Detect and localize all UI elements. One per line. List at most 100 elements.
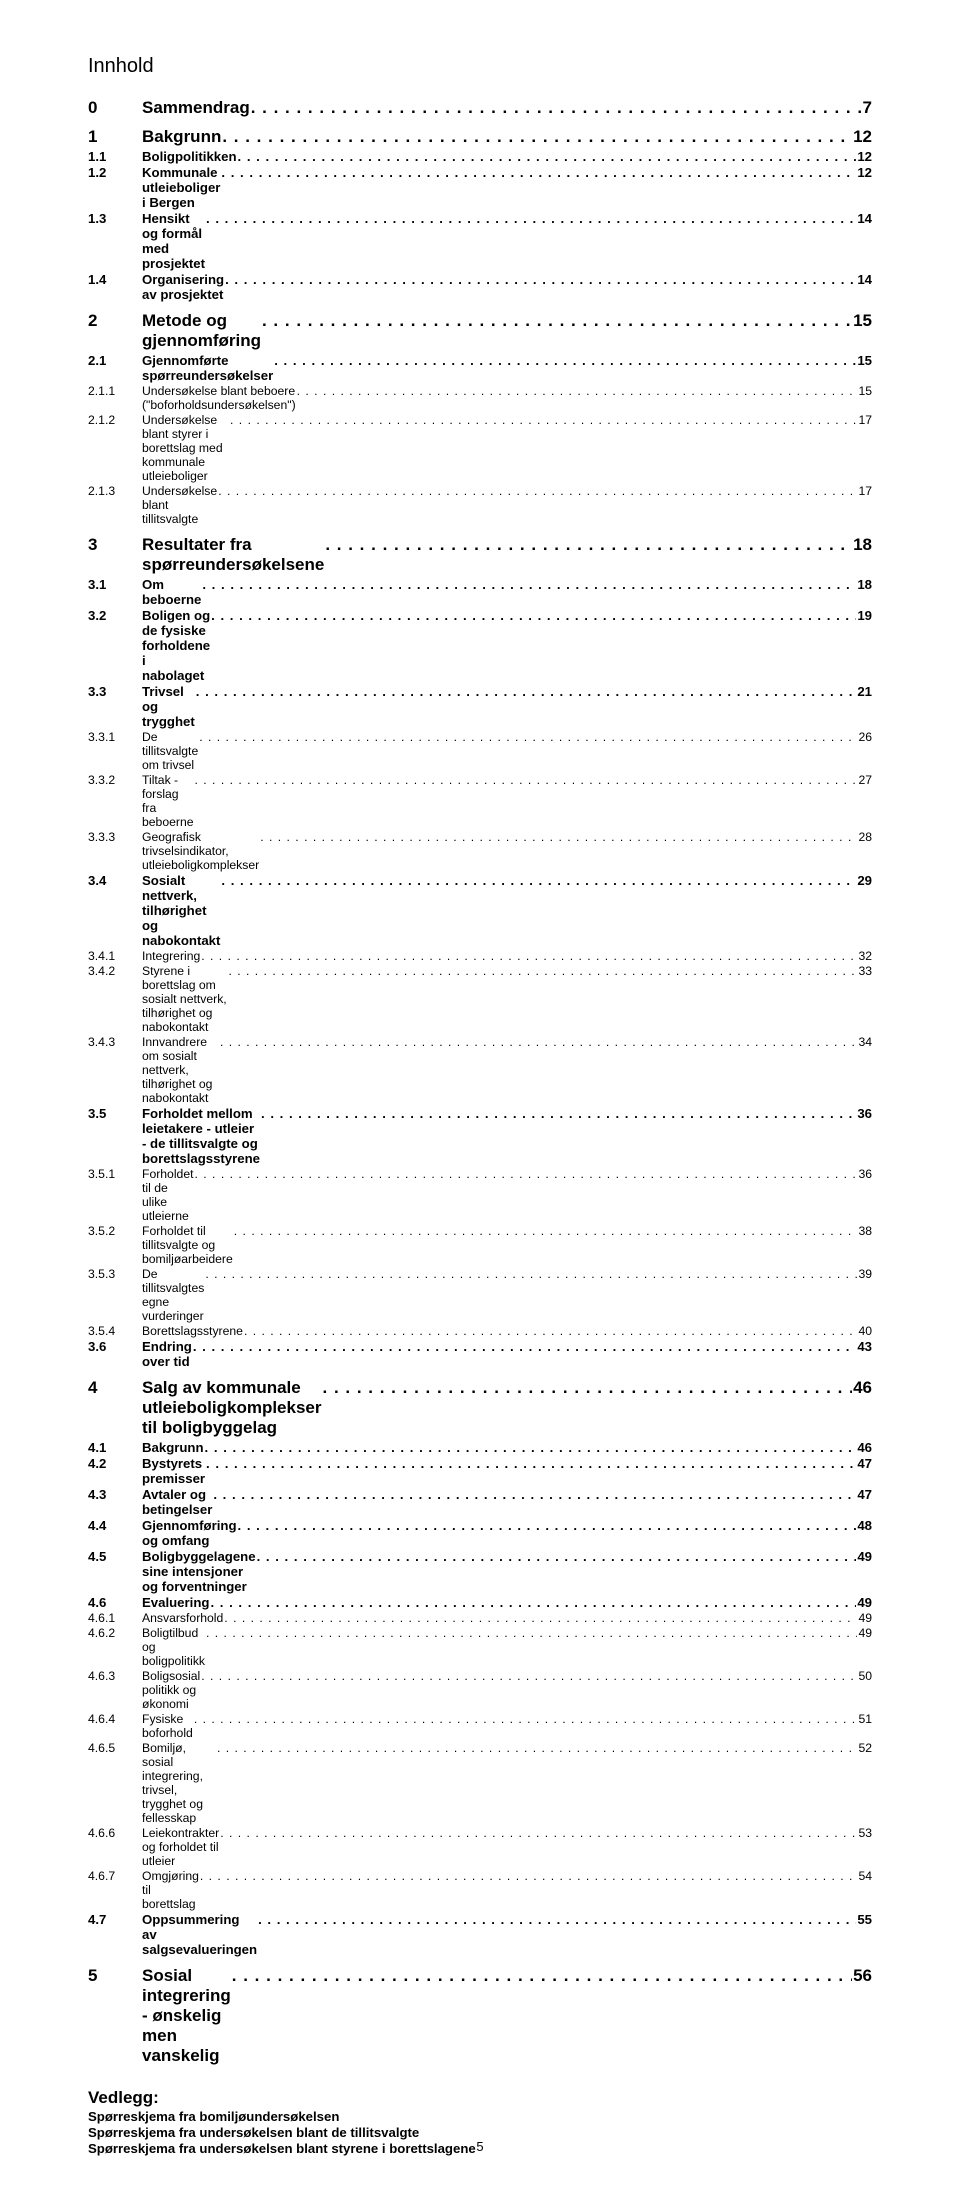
toc-leader-dots: . . . . . . . . . . . . . . . . . . . . …: [261, 1106, 856, 1121]
toc-number: 4.6.2: [88, 1626, 142, 1640]
toc-number: 3.4.1: [88, 949, 142, 963]
toc-leader-dots: . . . . . . . . . . . . . . . . . . . . …: [217, 1741, 857, 1755]
toc-title: Forholdet til de ulike utleierne: [142, 1167, 194, 1223]
toc-number: 3.4: [88, 873, 142, 888]
toc-page-number: 48: [857, 1518, 872, 1533]
toc-title: Sosial integrering - ønskelig men vanske…: [142, 1966, 231, 2066]
toc-leader-dots: . . . . . . . . . . . . . . . . . . . . …: [238, 149, 857, 164]
toc-entry: 3.2Boligen og de fysiske forholdene i na…: [88, 608, 872, 683]
toc-entry: 3Resultater fra spørreundersøkelsene. . …: [88, 535, 872, 575]
toc-page: Innhold 0Sammendrag. . . . . . . . . . .…: [0, 0, 960, 2196]
toc-entry: 5Sosial integrering - ønskelig men vansk…: [88, 1966, 872, 2066]
toc-entry: 2.1.1Undersøkelse blant beboere ("boforh…: [88, 384, 872, 412]
toc-number: 4.5: [88, 1549, 142, 1564]
toc-title: Leiekontrakter og forholdet til utleier: [142, 1826, 219, 1868]
toc-entry: 3.5.2Forholdet til tillitsvalgte og bomi…: [88, 1224, 872, 1266]
toc-title: Sosialt nettverk, tilhørighet og nabokon…: [142, 873, 220, 948]
toc-title: De tillitsvalgte om trivsel: [142, 730, 198, 772]
toc-page-number: 17: [858, 484, 872, 498]
toc-title: Bakgrunn: [142, 1440, 204, 1455]
toc-title: Boligtilbud og boligpolitikk: [142, 1626, 205, 1668]
toc-page-number: 56: [853, 1966, 872, 1986]
toc-leader-dots: . . . . . . . . . . . . . . . . . . . . …: [194, 1712, 858, 1726]
page-title: Innhold: [88, 55, 872, 78]
toc-leader-dots: . . . . . . . . . . . . . . . . . . . . …: [200, 1869, 858, 1883]
toc-title: Boligbyggelagene sine intensjoner og for…: [142, 1549, 256, 1594]
toc-number: 3.5.2: [88, 1224, 142, 1238]
toc-title: Kommunale utleieboliger i Bergen: [142, 165, 220, 210]
toc-leader-dots: . . . . . . . . . . . . . . . . . . . . …: [258, 1912, 856, 1927]
toc-page-number: 49: [857, 1595, 872, 1610]
toc-leader-dots: . . . . . . . . . . . . . . . . . . . . …: [205, 1440, 857, 1455]
toc-page-number: 47: [857, 1456, 872, 1471]
toc-entry: 3.3Trivsel og trygghet. . . . . . . . . …: [88, 684, 872, 729]
toc-entry: 4.1Bakgrunn. . . . . . . . . . . . . . .…: [88, 1440, 872, 1455]
toc-title: Omgjøring til borettslag: [142, 1869, 199, 1911]
toc-page-number: 55: [857, 1912, 872, 1927]
toc-title: Forholdet mellom leietakere - utleier - …: [142, 1106, 260, 1166]
toc-page-number: 46: [853, 1378, 872, 1398]
toc-entry: 1.2Kommunale utleieboliger i Bergen. . .…: [88, 165, 872, 210]
toc-entry: 4.7Oppsummering av salgsevalueringen. . …: [88, 1912, 872, 1957]
toc-number: 3.4.2: [88, 964, 142, 978]
toc-number: 1.1: [88, 149, 142, 164]
toc-page-number: 51: [858, 1712, 872, 1726]
toc-number: 4.6: [88, 1595, 142, 1610]
toc-title: Hensikt og formål med prosjektet: [142, 211, 205, 271]
toc-number: 2.1.2: [88, 413, 142, 427]
toc-number: 4.6.7: [88, 1869, 142, 1883]
toc-number: 3.5.1: [88, 1167, 142, 1181]
toc-title: Fysiske boforhold: [142, 1712, 193, 1740]
toc-page-number: 29: [857, 873, 872, 888]
toc-page-number: 47: [857, 1487, 872, 1502]
toc-page-number: 39: [858, 1267, 872, 1281]
toc-title: Boligpolitikken: [142, 149, 237, 164]
toc-leader-dots: . . . . . . . . . . . . . . . . . . . . …: [202, 577, 856, 592]
toc-title: Metode og gjennomføring: [142, 311, 261, 351]
toc-page-number: 7: [863, 98, 872, 118]
toc-list: 0Sammendrag. . . . . . . . . . . . . . .…: [88, 98, 872, 2066]
toc-title: Undersøkelse blant beboere ("boforholdsu…: [142, 384, 296, 412]
appendix-line: Spørreskjema fra bomiljøundersøkelsen: [88, 2109, 872, 2124]
toc-page-number: 49: [858, 1626, 872, 1640]
toc-leader-dots: . . . . . . . . . . . . . . . . . . . . …: [244, 1324, 858, 1338]
toc-number: 3: [88, 535, 142, 555]
toc-title: Ansvarsforhold: [142, 1611, 223, 1625]
toc-number: 4.6.3: [88, 1669, 142, 1683]
page-number: 5: [0, 2139, 960, 2154]
toc-number: 4.2: [88, 1456, 142, 1471]
toc-number: 4.4: [88, 1518, 142, 1533]
toc-page-number: 21: [857, 684, 872, 699]
toc-page-number: 49: [858, 1611, 872, 1625]
toc-number: 1.4: [88, 272, 142, 287]
toc-number: 2: [88, 311, 142, 331]
toc-leader-dots: . . . . . . . . . . . . . . . . . . . . …: [206, 1626, 857, 1640]
toc-leader-dots: . . . . . . . . . . . . . . . . . . . . …: [213, 1487, 856, 1502]
toc-title: Evaluering: [142, 1595, 209, 1610]
toc-leader-dots: . . . . . . . . . . . . . . . . . . . . …: [205, 1267, 857, 1281]
toc-page-number: 50: [858, 1669, 872, 1683]
toc-leader-dots: . . . . . . . . . . . . . . . . . . . . …: [228, 964, 857, 978]
toc-page-number: 18: [857, 577, 872, 592]
toc-page-number: 46: [857, 1440, 872, 1455]
toc-number: 1.3: [88, 211, 142, 226]
toc-number: 5: [88, 1966, 142, 1986]
toc-entry: 3.4.1Integrering. . . . . . . . . . . . …: [88, 949, 872, 963]
toc-title: Resultater fra spørreundersøkelsene: [142, 535, 324, 575]
toc-page-number: 53: [858, 1826, 872, 1840]
toc-leader-dots: . . . . . . . . . . . . . . . . . . . . …: [206, 1456, 856, 1471]
toc-leader-dots: . . . . . . . . . . . . . . . . . . . . …: [221, 873, 856, 888]
toc-leader-dots: . . . . . . . . . . . . . . . . . . . . …: [230, 413, 857, 427]
toc-entry: 3.4.2Styrene i borettslag om sosialt net…: [88, 964, 872, 1034]
toc-entry: 0Sammendrag. . . . . . . . . . . . . . .…: [88, 98, 872, 118]
toc-page-number: 18: [853, 535, 872, 555]
toc-leader-dots: . . . . . . . . . . . . . . . . . . . . …: [225, 272, 856, 287]
toc-entry: 3.3.3Geografisk trivselsindikator, utlei…: [88, 830, 872, 872]
toc-entry: 4.2Bystyrets premisser. . . . . . . . . …: [88, 1456, 872, 1486]
toc-title: Undersøkelse blant styrer i borettslag m…: [142, 413, 229, 483]
toc-leader-dots: . . . . . . . . . . . . . . . . . . . . …: [257, 1549, 857, 1564]
toc-title: Boligen og de fysiske forholdene i nabol…: [142, 608, 210, 683]
toc-number: 4.3: [88, 1487, 142, 1502]
toc-entry: 2.1.3Undersøkelse blant tillitsvalgte. .…: [88, 484, 872, 526]
toc-entry: 3.5.4Borettslagsstyrene. . . . . . . . .…: [88, 1324, 872, 1338]
